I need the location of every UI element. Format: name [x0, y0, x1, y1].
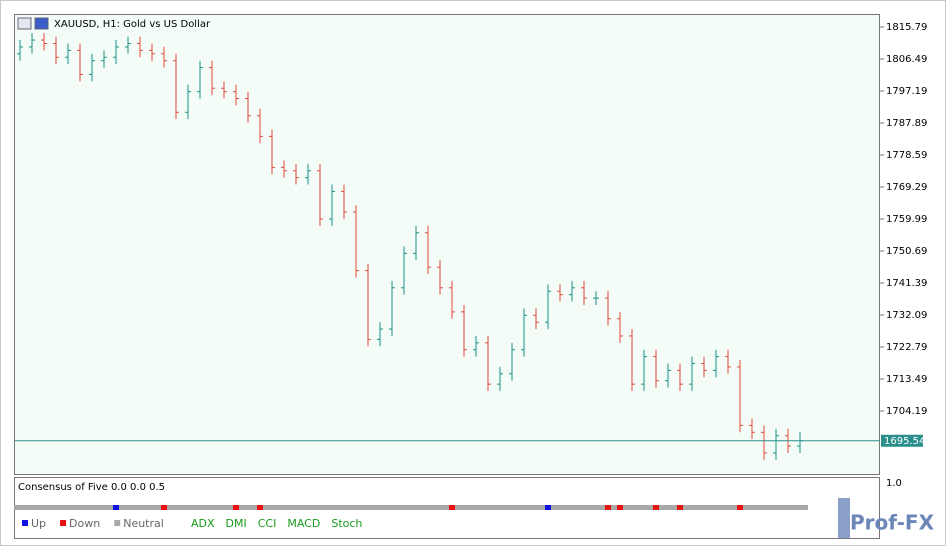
y-tick-label: 1787.89	[886, 118, 927, 129]
y-tick-label: 1741.39	[886, 278, 927, 289]
signal	[653, 505, 659, 510]
logo: Prof-FX	[838, 498, 935, 538]
y-tick-label: 1769.29	[886, 182, 927, 193]
indicator-button[interactable]: CCI	[258, 517, 277, 530]
y-tick-label: 1722.79	[886, 342, 927, 353]
y-tick-label: 1806.49	[886, 54, 927, 65]
indicator-button[interactable]: MACD	[287, 517, 320, 530]
current-price-box	[881, 434, 923, 447]
y-tick-label: 1778.59	[886, 150, 927, 161]
chart-title: XAUUSD, H1: Gold vs US Dollar	[54, 19, 211, 30]
y-tick-label: 1713.49	[886, 374, 927, 385]
y-tick-label: 1815.79	[886, 22, 927, 33]
indicator-button[interactable]: DMI	[226, 517, 247, 530]
signal	[737, 505, 743, 510]
logo-text: Prof-FX	[850, 511, 935, 535]
signal	[233, 505, 239, 510]
legend-swatch	[114, 520, 121, 526]
indicator-axis-label: 1.0	[886, 478, 902, 489]
signal	[113, 505, 119, 510]
y-tick-label: 1704.19	[886, 406, 927, 417]
icon[interactable]	[17, 17, 32, 30]
signal	[161, 505, 167, 510]
legend-label: Up	[31, 517, 46, 530]
legend-swatch	[60, 520, 67, 526]
main-pane	[14, 14, 880, 475]
signal	[257, 505, 263, 510]
signal	[449, 505, 455, 510]
y-tick-label: 1797.19	[886, 86, 927, 97]
icon[interactable]	[34, 17, 49, 30]
signal	[545, 505, 551, 510]
legend-label: Down	[69, 517, 100, 530]
signal	[677, 505, 683, 510]
y-tick-label: 1732.09	[886, 310, 927, 321]
legend-label: Neutral	[123, 517, 164, 530]
signal	[605, 505, 611, 510]
indicator-title: Consensus of Five 0.0 0.0 0.5	[18, 482, 165, 493]
signal-strip	[14, 505, 808, 510]
current-price-label: 1695.54	[884, 436, 925, 447]
logo-mark	[838, 498, 850, 538]
y-tick-label: 1759.99	[886, 214, 927, 225]
indicator-button[interactable]: ADX	[191, 517, 215, 530]
y-tick-label: 1750.69	[886, 246, 927, 257]
indicator-button[interactable]: Stoch	[331, 517, 362, 530]
legend-swatch	[22, 520, 28, 526]
signal	[617, 505, 623, 510]
